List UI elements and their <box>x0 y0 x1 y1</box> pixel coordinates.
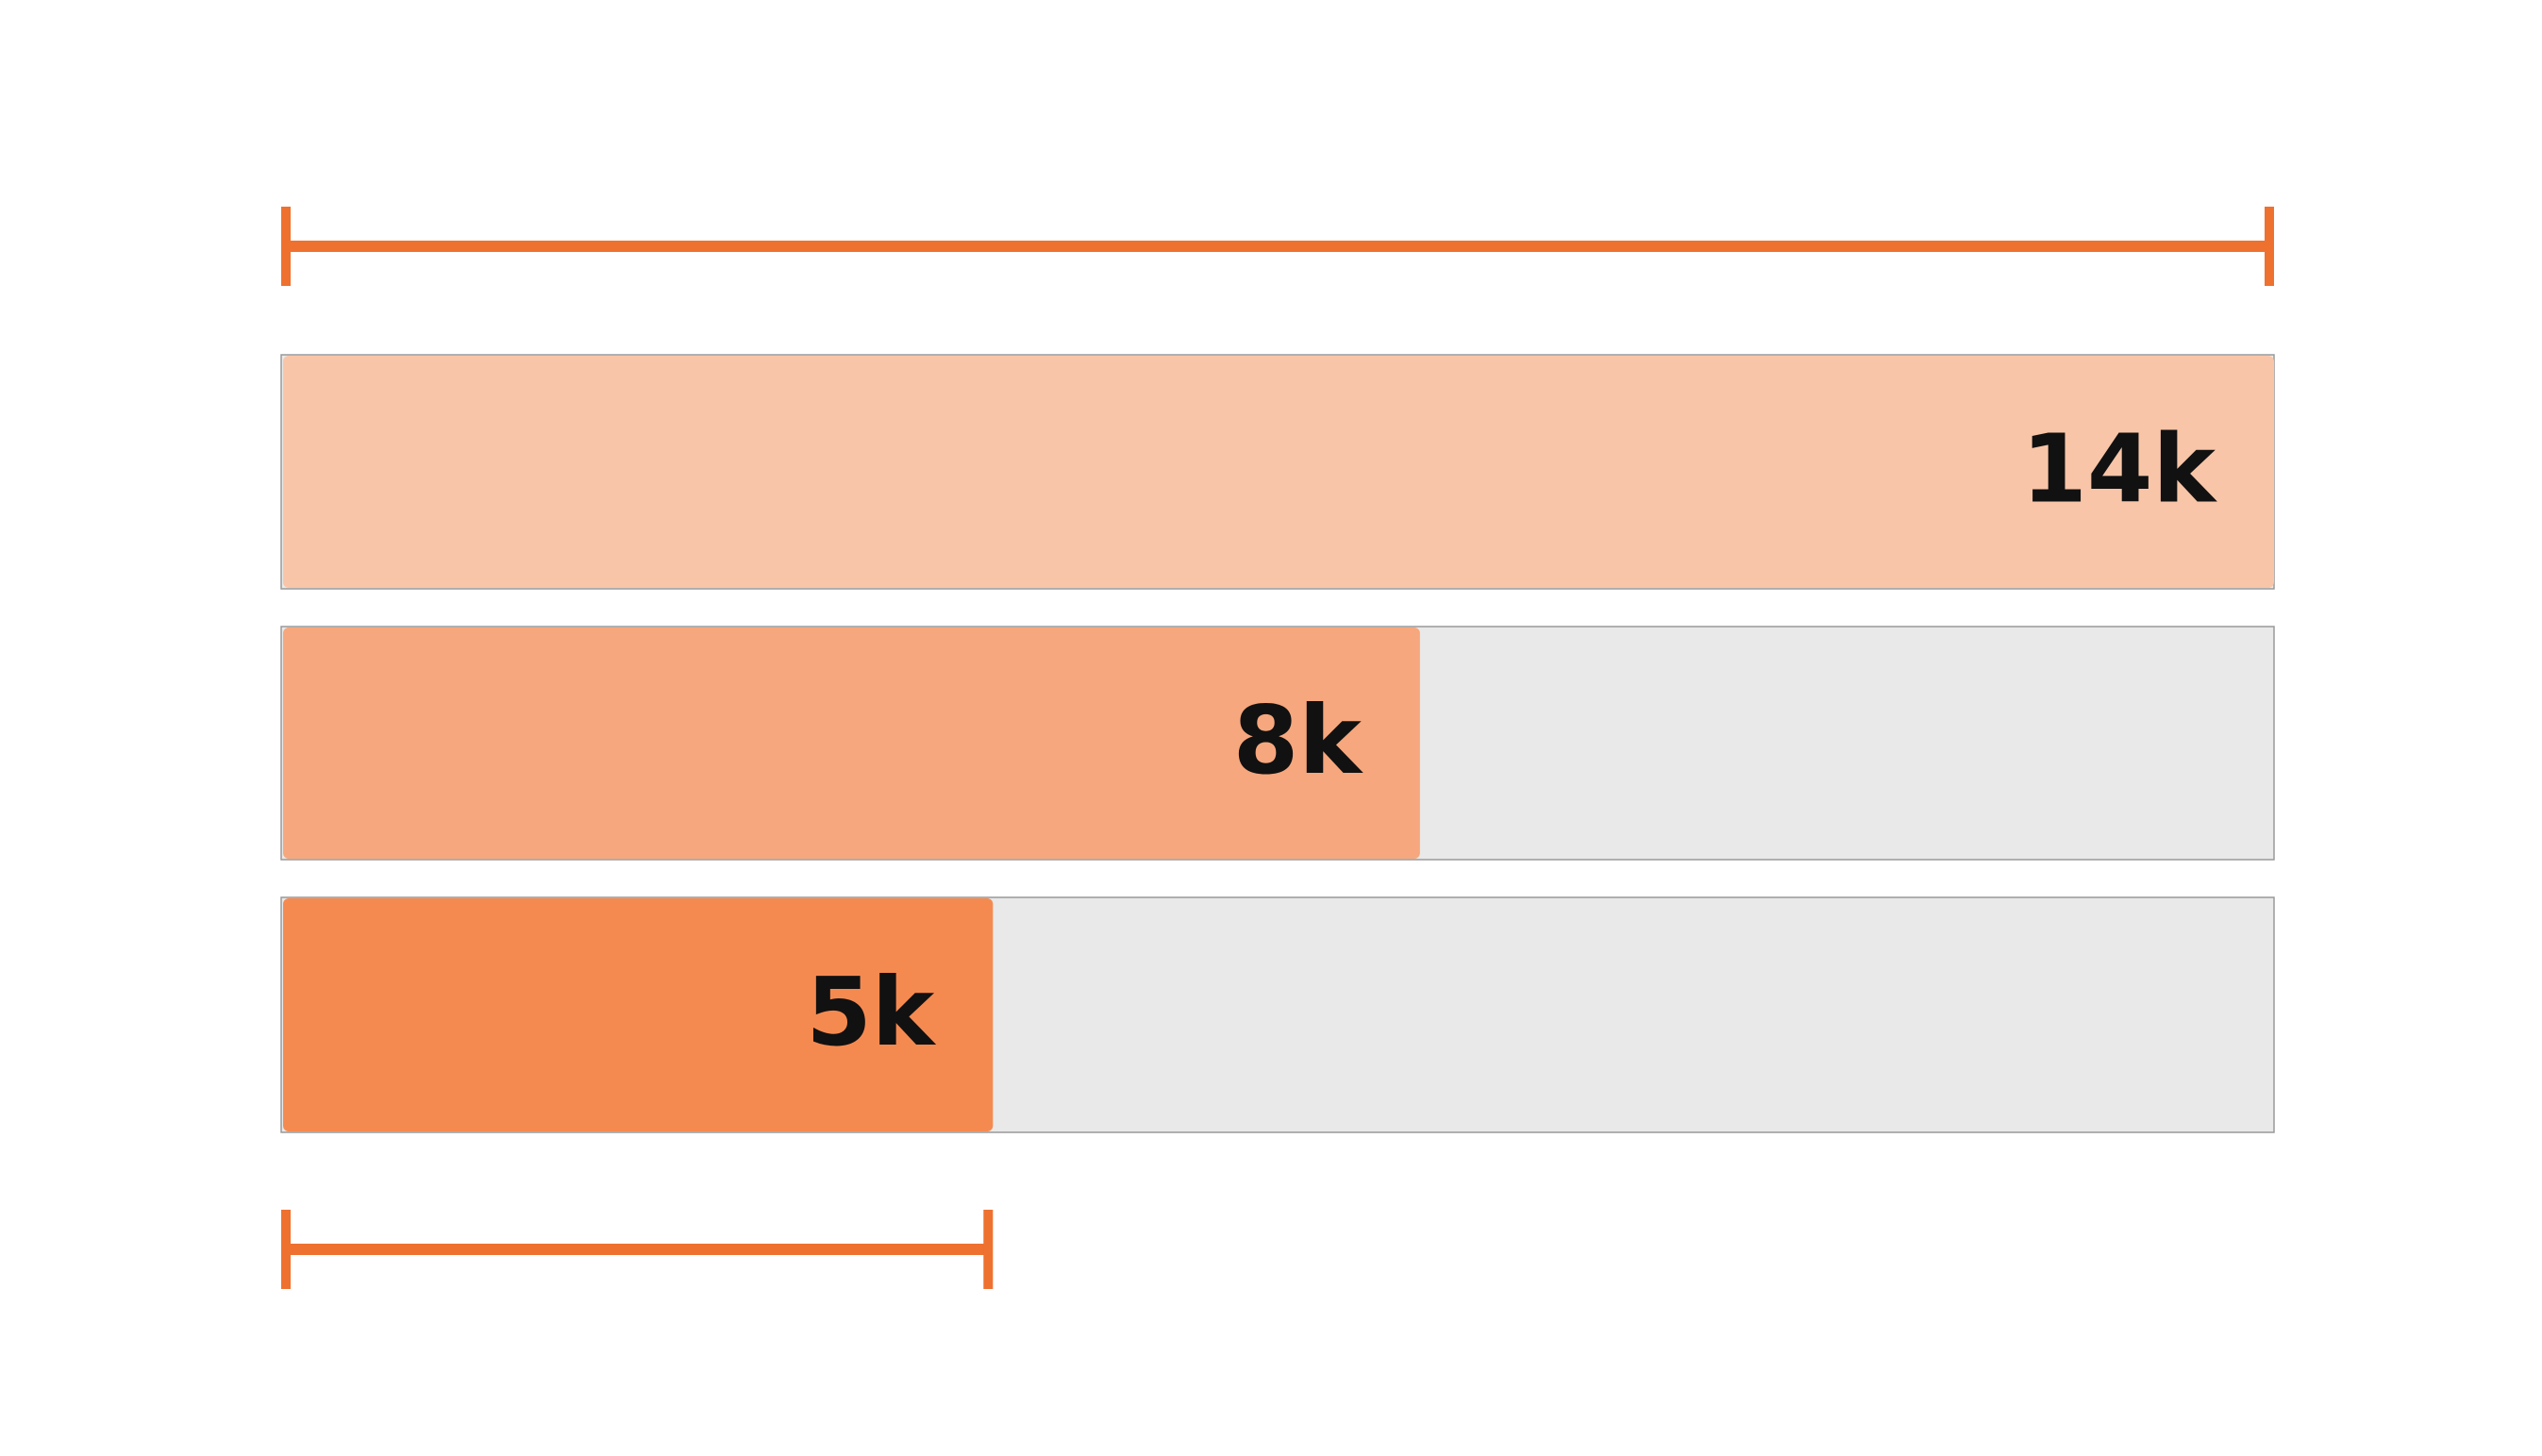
bar <box>283 898 994 1131</box>
value-label: 8k <box>1233 685 1364 795</box>
bar <box>283 628 1420 859</box>
bracket-end <box>983 1210 994 1289</box>
bracket-end <box>281 1210 291 1289</box>
bracket-end <box>281 207 291 286</box>
bracket-end <box>2265 207 2274 286</box>
value-label: 14k <box>2021 413 2217 524</box>
bar <box>283 356 2274 588</box>
value-label: 5k <box>806 957 937 1067</box>
